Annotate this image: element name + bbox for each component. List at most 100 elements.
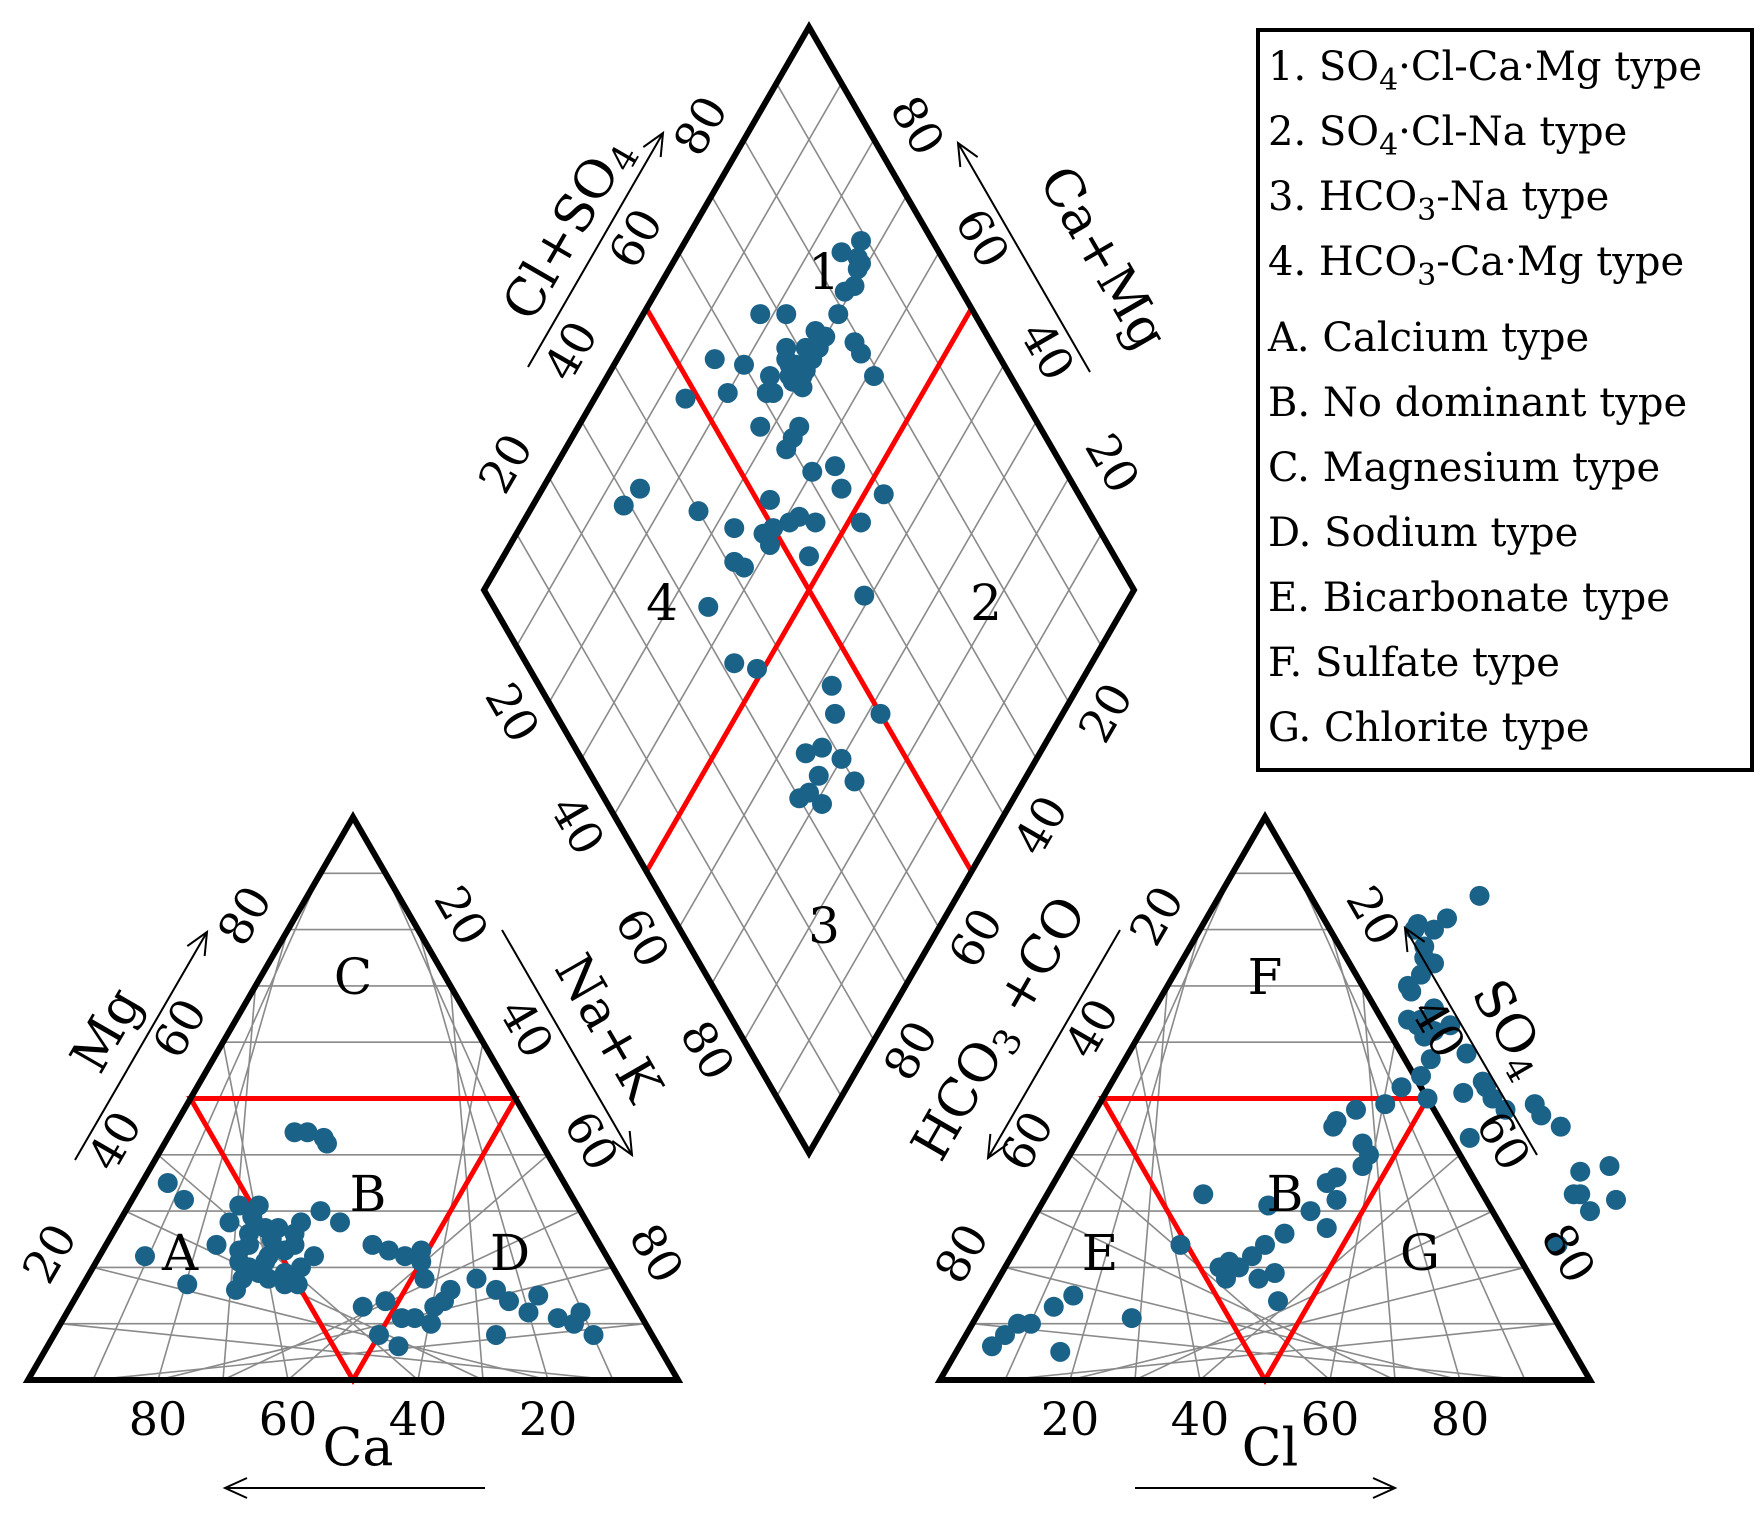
anion-left-tick: 40 bbox=[1054, 989, 1130, 1067]
anion-data-point bbox=[1063, 1285, 1084, 1306]
diamond-data-point bbox=[763, 382, 784, 403]
diamond-data-point bbox=[831, 478, 852, 499]
cation-data-point bbox=[177, 1274, 198, 1295]
anion-left-arrow bbox=[987, 929, 1121, 1159]
legend-item: B. No dominant type bbox=[1268, 380, 1687, 426]
anion-data-point bbox=[1258, 1195, 1279, 1216]
anion-data-point bbox=[1424, 1020, 1444, 1041]
cation-data-point bbox=[362, 1234, 383, 1255]
anion-left-tick: 80 bbox=[924, 1215, 1000, 1293]
anion-data-point bbox=[1170, 1234, 1191, 1255]
cation-bottom-tick: 80 bbox=[129, 1392, 188, 1446]
anion-data-point bbox=[1417, 1088, 1438, 1109]
anion-right-tick: 20 bbox=[1335, 877, 1411, 955]
anion-data-point bbox=[1606, 1189, 1626, 1210]
diamond-data-point bbox=[760, 489, 780, 510]
cation-left-tick: 60 bbox=[142, 989, 218, 1067]
legend-item: A. Calcium type bbox=[1267, 315, 1589, 361]
cation-data-point bbox=[411, 1251, 432, 1272]
anion-right-tick: 80 bbox=[1530, 1215, 1606, 1293]
anion-data-point bbox=[1300, 1201, 1321, 1222]
diamond-data-point bbox=[805, 512, 826, 533]
cation-right-arrow bbox=[501, 929, 633, 1156]
anion-data-point bbox=[1459, 1127, 1480, 1148]
cation-data-point bbox=[239, 1234, 259, 1255]
cation-data-point bbox=[268, 1217, 289, 1238]
diamond-upper-left-tick: 80 bbox=[663, 87, 739, 165]
cation-left-arrow-head bbox=[186, 929, 209, 957]
legend-item: G. Chlorite type bbox=[1268, 705, 1590, 751]
cation-frame bbox=[22, 810, 684, 1383]
cation-data-point bbox=[135, 1246, 155, 1267]
diamond-zone-line bbox=[644, 307, 974, 873]
diamond-data-point bbox=[799, 782, 819, 803]
diamond-data-point bbox=[851, 253, 871, 274]
anion-zone-label: G bbox=[1400, 1224, 1440, 1282]
cation-right-tick: 60 bbox=[553, 1102, 629, 1180]
anion-data-point bbox=[1326, 1111, 1347, 1132]
diamond-data-point bbox=[851, 512, 871, 533]
cation-bottom-axis-label: Ca bbox=[323, 1419, 394, 1479]
diamond-zone-label: 1 bbox=[808, 243, 840, 301]
diamond-left-arrow bbox=[527, 132, 664, 368]
diamond-data-point bbox=[802, 461, 823, 482]
anion-data-point bbox=[1043, 1296, 1064, 1317]
cation-right-tick: 80 bbox=[618, 1215, 694, 1293]
anion-data-point bbox=[1021, 1313, 1041, 1334]
diamond-data-point bbox=[870, 703, 891, 724]
cation-data-point bbox=[284, 1234, 305, 1255]
diamond-right-arrow bbox=[957, 142, 1091, 373]
anion-data-point bbox=[1398, 1009, 1418, 1030]
cation-data-point bbox=[499, 1291, 519, 1312]
anion-data-point bbox=[1531, 1105, 1552, 1126]
cation-data-point bbox=[258, 1268, 279, 1289]
anion-data-point bbox=[1216, 1268, 1236, 1289]
anion-data-point bbox=[1193, 1184, 1214, 1205]
anion-bottom-tick: 20 bbox=[1041, 1392, 1100, 1446]
anion-data-point bbox=[1411, 964, 1431, 985]
cation-data-point bbox=[226, 1279, 246, 1300]
diamond-data-point bbox=[789, 416, 810, 437]
anion-data-point bbox=[1326, 1167, 1347, 1188]
cation-data-point bbox=[570, 1302, 591, 1323]
diamond-data-point bbox=[724, 518, 745, 539]
cation-left-tick: 40 bbox=[77, 1102, 153, 1180]
cation-data-point bbox=[486, 1279, 506, 1300]
diamond-data-point bbox=[613, 495, 634, 516]
anion-data-point bbox=[1316, 1217, 1337, 1238]
diamond-left-arrow-head bbox=[642, 130, 665, 158]
diamond-frame bbox=[480, 20, 1138, 1160]
anion-zone-label: E bbox=[1082, 1224, 1119, 1282]
cation-right-tick: 20 bbox=[423, 877, 499, 955]
anion-data-point bbox=[1398, 975, 1418, 996]
cation-data-point bbox=[274, 1274, 295, 1295]
anion-data-point bbox=[1121, 1308, 1142, 1329]
cation-data-point bbox=[248, 1195, 269, 1216]
diamond-zone-label: 3 bbox=[808, 897, 840, 955]
anion-left-tick: 20 bbox=[1119, 877, 1195, 955]
anion-data-point bbox=[1440, 1015, 1461, 1036]
diamond-data-point bbox=[760, 534, 780, 555]
diamond-upper-left-tick: 20 bbox=[468, 425, 544, 503]
cation-bottom-tick: 60 bbox=[259, 1392, 318, 1446]
legend-item: C. Magnesium type bbox=[1268, 445, 1660, 491]
cation-data-point bbox=[395, 1246, 415, 1267]
cation-data-point bbox=[330, 1212, 350, 1233]
cation-data-point bbox=[291, 1257, 311, 1278]
anion-data-point bbox=[1570, 1161, 1591, 1182]
anion-data-point bbox=[1495, 1099, 1516, 1120]
anion-bottom-axis-label: Cl bbox=[1242, 1419, 1298, 1479]
cation-data-point bbox=[528, 1285, 549, 1306]
anion-left-arrow-head bbox=[986, 1133, 1009, 1161]
anion-bottom-arrow-head bbox=[1372, 1477, 1398, 1499]
diamond-data-point bbox=[675, 388, 696, 409]
cation-zone-label: C bbox=[334, 948, 372, 1006]
cation-right-arrow-head bbox=[611, 1130, 634, 1158]
anion-data-point bbox=[1352, 1133, 1373, 1154]
anion-right-tick: 60 bbox=[1465, 1102, 1541, 1180]
anion-data-point bbox=[1264, 1263, 1285, 1284]
legend-item: 4. HCO3-Ca·Mg type bbox=[1268, 239, 1684, 293]
diamond-data-point bbox=[799, 546, 819, 567]
cation-data-point bbox=[378, 1240, 399, 1261]
